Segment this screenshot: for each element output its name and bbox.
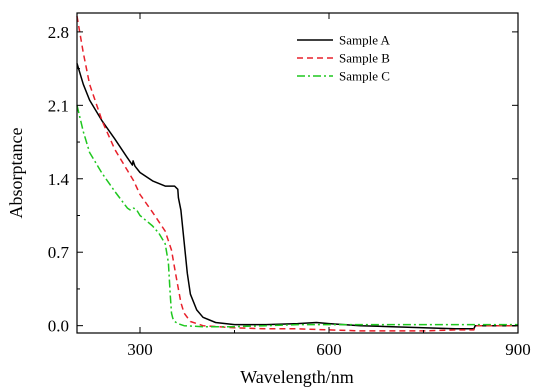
legend-label-3: Sample C xyxy=(339,69,390,84)
y-axis-title: Absorptance xyxy=(6,128,26,219)
legend-label-2: Sample B xyxy=(339,51,390,66)
y-tick-label: 0.7 xyxy=(48,243,70,262)
y-tick-label: 2.1 xyxy=(48,96,69,115)
x-tick-label: 600 xyxy=(316,340,342,359)
series-line-3 xyxy=(76,105,518,328)
x-tick-label: 900 xyxy=(505,340,531,359)
series-line-2 xyxy=(76,15,518,332)
y-tick-label: 2.8 xyxy=(48,23,69,42)
x-axis-title: Wavelength/nm xyxy=(240,367,354,387)
series-layer xyxy=(76,15,518,332)
y-tick-label: 0.0 xyxy=(48,317,69,336)
plot-frame xyxy=(76,12,519,334)
tick-layer: 300 600 900 0.0 0.7 1.4 2.1 2.8 xyxy=(48,13,531,359)
x-tick-label: 300 xyxy=(127,340,153,359)
legend: Sample A Sample B Sample C xyxy=(297,33,391,84)
legend-label-1: Sample A xyxy=(339,33,391,48)
y-tick-label: 1.4 xyxy=(48,170,70,189)
series-line-1 xyxy=(76,63,518,330)
